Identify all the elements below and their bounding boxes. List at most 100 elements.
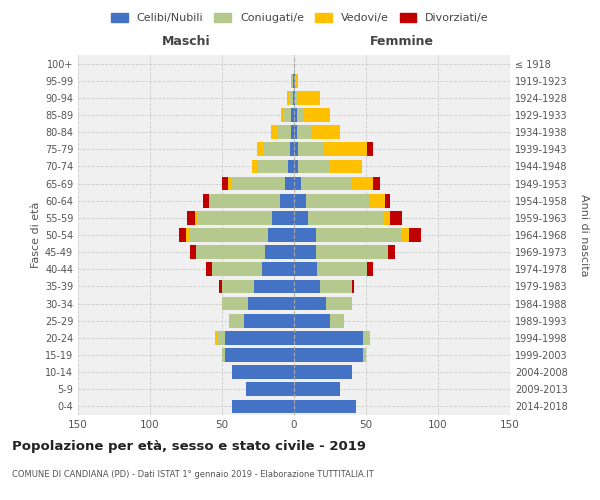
Bar bbox=[212, 262, 262, 276]
Bar bbox=[294, 400, 356, 413]
Bar bbox=[294, 74, 295, 88]
Bar bbox=[286, 176, 294, 190]
Bar bbox=[294, 108, 297, 122]
Bar bbox=[294, 91, 295, 104]
Bar bbox=[294, 228, 316, 242]
Bar bbox=[194, 211, 197, 224]
Bar bbox=[304, 108, 330, 122]
Bar bbox=[301, 176, 352, 190]
Bar bbox=[203, 194, 209, 207]
Bar bbox=[388, 246, 395, 259]
Bar bbox=[189, 228, 268, 242]
Bar bbox=[294, 348, 363, 362]
Bar bbox=[294, 211, 308, 224]
Bar bbox=[197, 211, 272, 224]
Text: COMUNE DI CANDIANA (PD) - Dati ISTAT 1° gennaio 2019 - Elaborazione TUTTITALIA.I: COMUNE DI CANDIANA (PD) - Dati ISTAT 1° … bbox=[12, 470, 374, 479]
Bar bbox=[248, 296, 294, 310]
Bar bbox=[179, 228, 186, 242]
Bar bbox=[305, 194, 370, 207]
Bar bbox=[257, 160, 288, 173]
Bar bbox=[294, 314, 330, 328]
Bar bbox=[291, 74, 293, 88]
Text: Maschi: Maschi bbox=[161, 35, 211, 48]
Bar bbox=[320, 280, 352, 293]
Bar bbox=[298, 91, 320, 104]
Bar bbox=[308, 211, 383, 224]
Bar bbox=[222, 348, 225, 362]
Bar bbox=[232, 400, 294, 413]
Bar bbox=[264, 142, 290, 156]
Y-axis label: Anni di nascita: Anni di nascita bbox=[579, 194, 589, 276]
Bar bbox=[294, 142, 298, 156]
Bar bbox=[295, 74, 298, 88]
Bar bbox=[294, 382, 340, 396]
Bar bbox=[230, 176, 286, 190]
Bar bbox=[262, 262, 294, 276]
Bar bbox=[284, 108, 291, 122]
Bar bbox=[409, 228, 421, 242]
Bar bbox=[297, 108, 304, 122]
Bar bbox=[244, 314, 294, 328]
Bar bbox=[265, 246, 294, 259]
Bar bbox=[295, 91, 298, 104]
Bar bbox=[294, 280, 320, 293]
Bar bbox=[225, 331, 294, 344]
Bar bbox=[291, 108, 294, 122]
Bar bbox=[294, 160, 298, 173]
Bar bbox=[271, 126, 277, 139]
Bar bbox=[257, 142, 264, 156]
Bar bbox=[298, 142, 324, 156]
Bar bbox=[209, 194, 211, 207]
Bar bbox=[291, 126, 294, 139]
Bar bbox=[402, 228, 409, 242]
Bar bbox=[272, 211, 294, 224]
Bar bbox=[225, 348, 294, 362]
Bar bbox=[287, 91, 290, 104]
Bar bbox=[293, 74, 294, 88]
Bar bbox=[196, 246, 265, 259]
Bar bbox=[324, 142, 367, 156]
Bar bbox=[281, 108, 284, 122]
Bar bbox=[383, 211, 391, 224]
Bar bbox=[294, 194, 305, 207]
Bar bbox=[222, 280, 254, 293]
Bar bbox=[391, 211, 402, 224]
Bar bbox=[352, 280, 355, 293]
Bar bbox=[367, 262, 373, 276]
Bar bbox=[326, 296, 352, 310]
Bar bbox=[215, 331, 218, 344]
Bar bbox=[190, 246, 196, 259]
Bar bbox=[294, 331, 363, 344]
Bar bbox=[294, 296, 326, 310]
Text: Femmine: Femmine bbox=[370, 35, 434, 48]
Bar bbox=[330, 160, 362, 173]
Text: Popolazione per età, sesso e stato civile - 2019: Popolazione per età, sesso e stato civil… bbox=[12, 440, 366, 453]
Bar bbox=[385, 194, 391, 207]
Bar bbox=[352, 176, 373, 190]
Bar bbox=[206, 262, 212, 276]
Bar bbox=[187, 211, 194, 224]
Bar bbox=[373, 176, 380, 190]
Bar bbox=[228, 176, 230, 190]
Bar bbox=[229, 314, 244, 328]
Bar bbox=[268, 228, 294, 242]
Bar bbox=[294, 262, 317, 276]
Bar bbox=[218, 331, 225, 344]
Bar bbox=[222, 176, 228, 190]
Bar bbox=[311, 126, 340, 139]
Bar bbox=[247, 382, 294, 396]
Bar bbox=[316, 246, 388, 259]
Bar bbox=[298, 160, 330, 173]
Bar bbox=[222, 296, 248, 310]
Bar bbox=[297, 126, 311, 139]
Bar bbox=[254, 280, 294, 293]
Bar bbox=[316, 228, 402, 242]
Bar bbox=[317, 262, 367, 276]
Bar bbox=[277, 126, 291, 139]
Bar bbox=[294, 176, 301, 190]
Y-axis label: Fasce di età: Fasce di età bbox=[31, 202, 41, 268]
Bar bbox=[363, 348, 366, 362]
Bar bbox=[290, 91, 293, 104]
Bar bbox=[186, 228, 189, 242]
Bar bbox=[294, 246, 316, 259]
